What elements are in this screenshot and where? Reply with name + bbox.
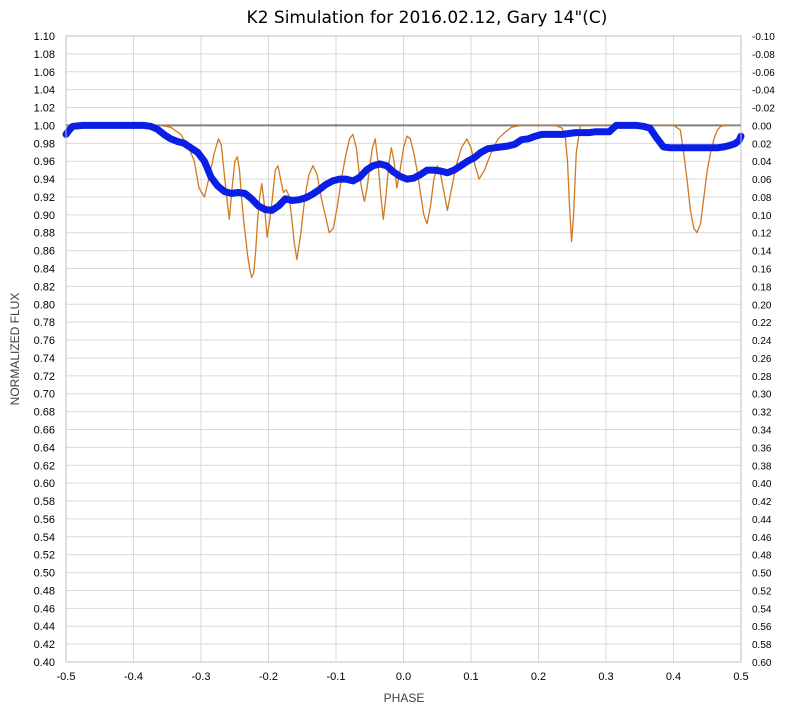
y-tick-label: 0.50 [34,568,55,580]
chart-title: K2 Simulation for 2016.02.12, Gary 14"(C… [247,8,608,28]
y-axis-ticks-right: -0.10 -0.08 -0.06 -0.04 -0.02 0.00 0.02 0.04 0.0… [752,32,775,669]
y2-tick-label: 0.22 [752,318,772,329]
series-line-1 [62,121,745,214]
y-tick-label: 0.78 [34,317,55,329]
y-axis-ticks-left: 1.10 1.08 1.06 1.04 1.02 1.00 0.98 0.96 0.94 0.92… [34,31,55,669]
y-tick-label: 1.02 [34,103,55,115]
y2-tick-label: 0.08 [752,193,772,204]
y2-tick-label: 0.58 [752,640,772,651]
series-layer [62,121,745,279]
y-tick-label: 0.46 [34,603,55,615]
y-tick-label: 1.00 [34,120,55,132]
y2-tick-label: 0.06 [752,175,772,186]
y2-tick-label: 0.26 [752,354,772,365]
y2-tick-label: 0.60 [752,658,772,669]
y2-tick-label: 0.48 [752,551,772,562]
x-tick-label: -0.5 [57,671,76,683]
y-tick-label: 0.80 [34,299,55,311]
y2-tick-label: 0.04 [752,157,772,168]
series-line-0 [65,124,742,279]
y2-tick-label: 0.12 [752,229,772,240]
y2-tick-label: 0.38 [752,461,772,472]
y-tick-label: 0.56 [34,514,55,526]
y2-tick-label: 0.56 [752,622,772,633]
y-tick-label: 1.04 [34,85,55,97]
y-tick-label: 1.06 [34,67,55,79]
y-tick-label: 1.10 [34,31,55,43]
x-tick-label: 0.3 [598,671,613,683]
y2-tick-label: 0.16 [752,265,772,276]
y2-tick-label: 0.20 [752,300,772,311]
y2-tick-label: -0.10 [752,32,775,43]
y-tick-label: 0.60 [34,478,55,490]
y-tick-label: 0.52 [34,550,55,562]
y2-tick-label: 0.32 [752,408,772,419]
y-tick-label: 0.96 [34,156,55,168]
y-tick-label: 0.86 [34,246,55,258]
y2-tick-label: -0.04 [752,86,775,97]
y-tick-label: 0.44 [34,621,55,633]
y-tick-label: 0.66 [34,424,55,436]
y2-tick-label: 0.18 [752,282,772,293]
y-tick-label: 0.40 [34,657,55,669]
y2-tick-label: 0.10 [752,211,772,222]
y2-tick-label: 0.24 [752,336,772,347]
x-tick-label: -0.1 [327,671,346,683]
y-tick-label: 0.72 [34,371,55,383]
y-tick-label: 0.74 [34,353,55,365]
y-tick-label: 0.70 [34,389,55,401]
y2-tick-label: 0.00 [752,121,772,132]
y2-tick-label: 0.52 [752,586,772,597]
y-tick-label: 1.08 [34,49,55,61]
y-tick-label: 0.94 [34,174,55,186]
y-tick-label: 0.98 [34,138,55,150]
x-tick-label: 0.2 [531,671,546,683]
x-axis-label: PHASE [384,691,425,705]
y2-tick-label: 0.46 [752,533,772,544]
y-tick-label: 0.68 [34,407,55,419]
x-tick-label: 0.4 [666,671,681,683]
y-tick-label: 0.92 [34,192,55,204]
y2-tick-label: 0.28 [752,372,772,383]
x-tick-label: -0.2 [259,671,278,683]
x-tick-label: 0.5 [733,671,748,683]
y2-tick-label: 0.54 [752,604,772,615]
y2-tick-label: -0.08 [752,50,775,61]
y2-tick-label: 0.34 [752,425,772,436]
y-tick-label: 0.58 [34,496,55,508]
x-axis-ticks: -0.5 -0.4 -0.3 -0.2 -0.1 0.0 0.1 0.2 0.3 0.4 0.5 [57,671,749,683]
y2-tick-label: -0.06 [752,68,775,79]
y-tick-label: 0.54 [34,532,55,544]
y-tick-label: 0.42 [34,639,55,651]
x-tick-label: 0.0 [396,671,411,683]
y2-tick-label: 0.50 [752,569,772,580]
y-tick-label: 0.64 [34,442,55,454]
y-tick-label: 0.88 [34,228,55,240]
y2-tick-label: 0.36 [752,443,772,454]
y2-tick-label: 0.02 [752,139,772,150]
y2-tick-label: -0.02 [752,104,775,115]
y-tick-label: 0.90 [34,210,55,222]
y2-tick-label: 0.42 [752,497,772,508]
y-tick-label: 0.84 [34,264,55,276]
y2-tick-label: 0.30 [752,390,772,401]
y-axis-label: NORMALIZED FLUX [8,293,22,406]
y2-tick-label: 0.14 [752,247,772,258]
y-tick-label: 0.82 [34,281,55,293]
y-tick-label: 0.48 [34,585,55,597]
y2-tick-label: 0.40 [752,479,772,490]
y-tick-label: 0.62 [34,460,55,472]
grid-lines [65,35,742,663]
x-tick-label: 0.1 [463,671,478,683]
y2-tick-label: 0.44 [752,515,772,526]
plot-border [65,35,742,663]
y-tick-label: 0.76 [34,335,55,347]
x-tick-label: -0.4 [124,671,143,683]
x-tick-label: -0.3 [192,671,211,683]
